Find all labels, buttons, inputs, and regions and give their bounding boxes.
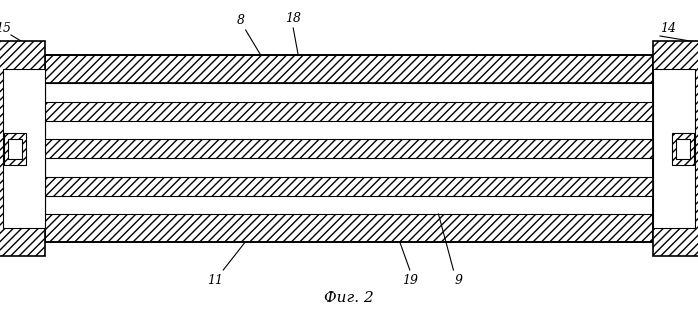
Bar: [45, 214, 653, 242]
Text: 19: 19: [402, 274, 418, 286]
Bar: [8, 139, 22, 158]
Bar: [4, 133, 26, 164]
Text: Фиг. 2: Фиг. 2: [324, 291, 374, 305]
Bar: [676, 139, 690, 158]
Bar: [0, 41, 45, 256]
Bar: [45, 139, 653, 158]
Bar: [3, 69, 45, 228]
Text: 14: 14: [660, 22, 676, 35]
Text: 9: 9: [454, 274, 463, 286]
Text: 8: 8: [237, 13, 244, 27]
Bar: [653, 41, 698, 256]
Bar: [653, 69, 695, 228]
Bar: [45, 55, 653, 83]
Text: 15: 15: [0, 22, 11, 35]
Bar: [672, 133, 694, 164]
Bar: [45, 83, 653, 214]
Text: 18: 18: [285, 12, 302, 25]
Bar: [45, 177, 653, 196]
Text: 11: 11: [207, 274, 223, 286]
Bar: [45, 101, 653, 120]
